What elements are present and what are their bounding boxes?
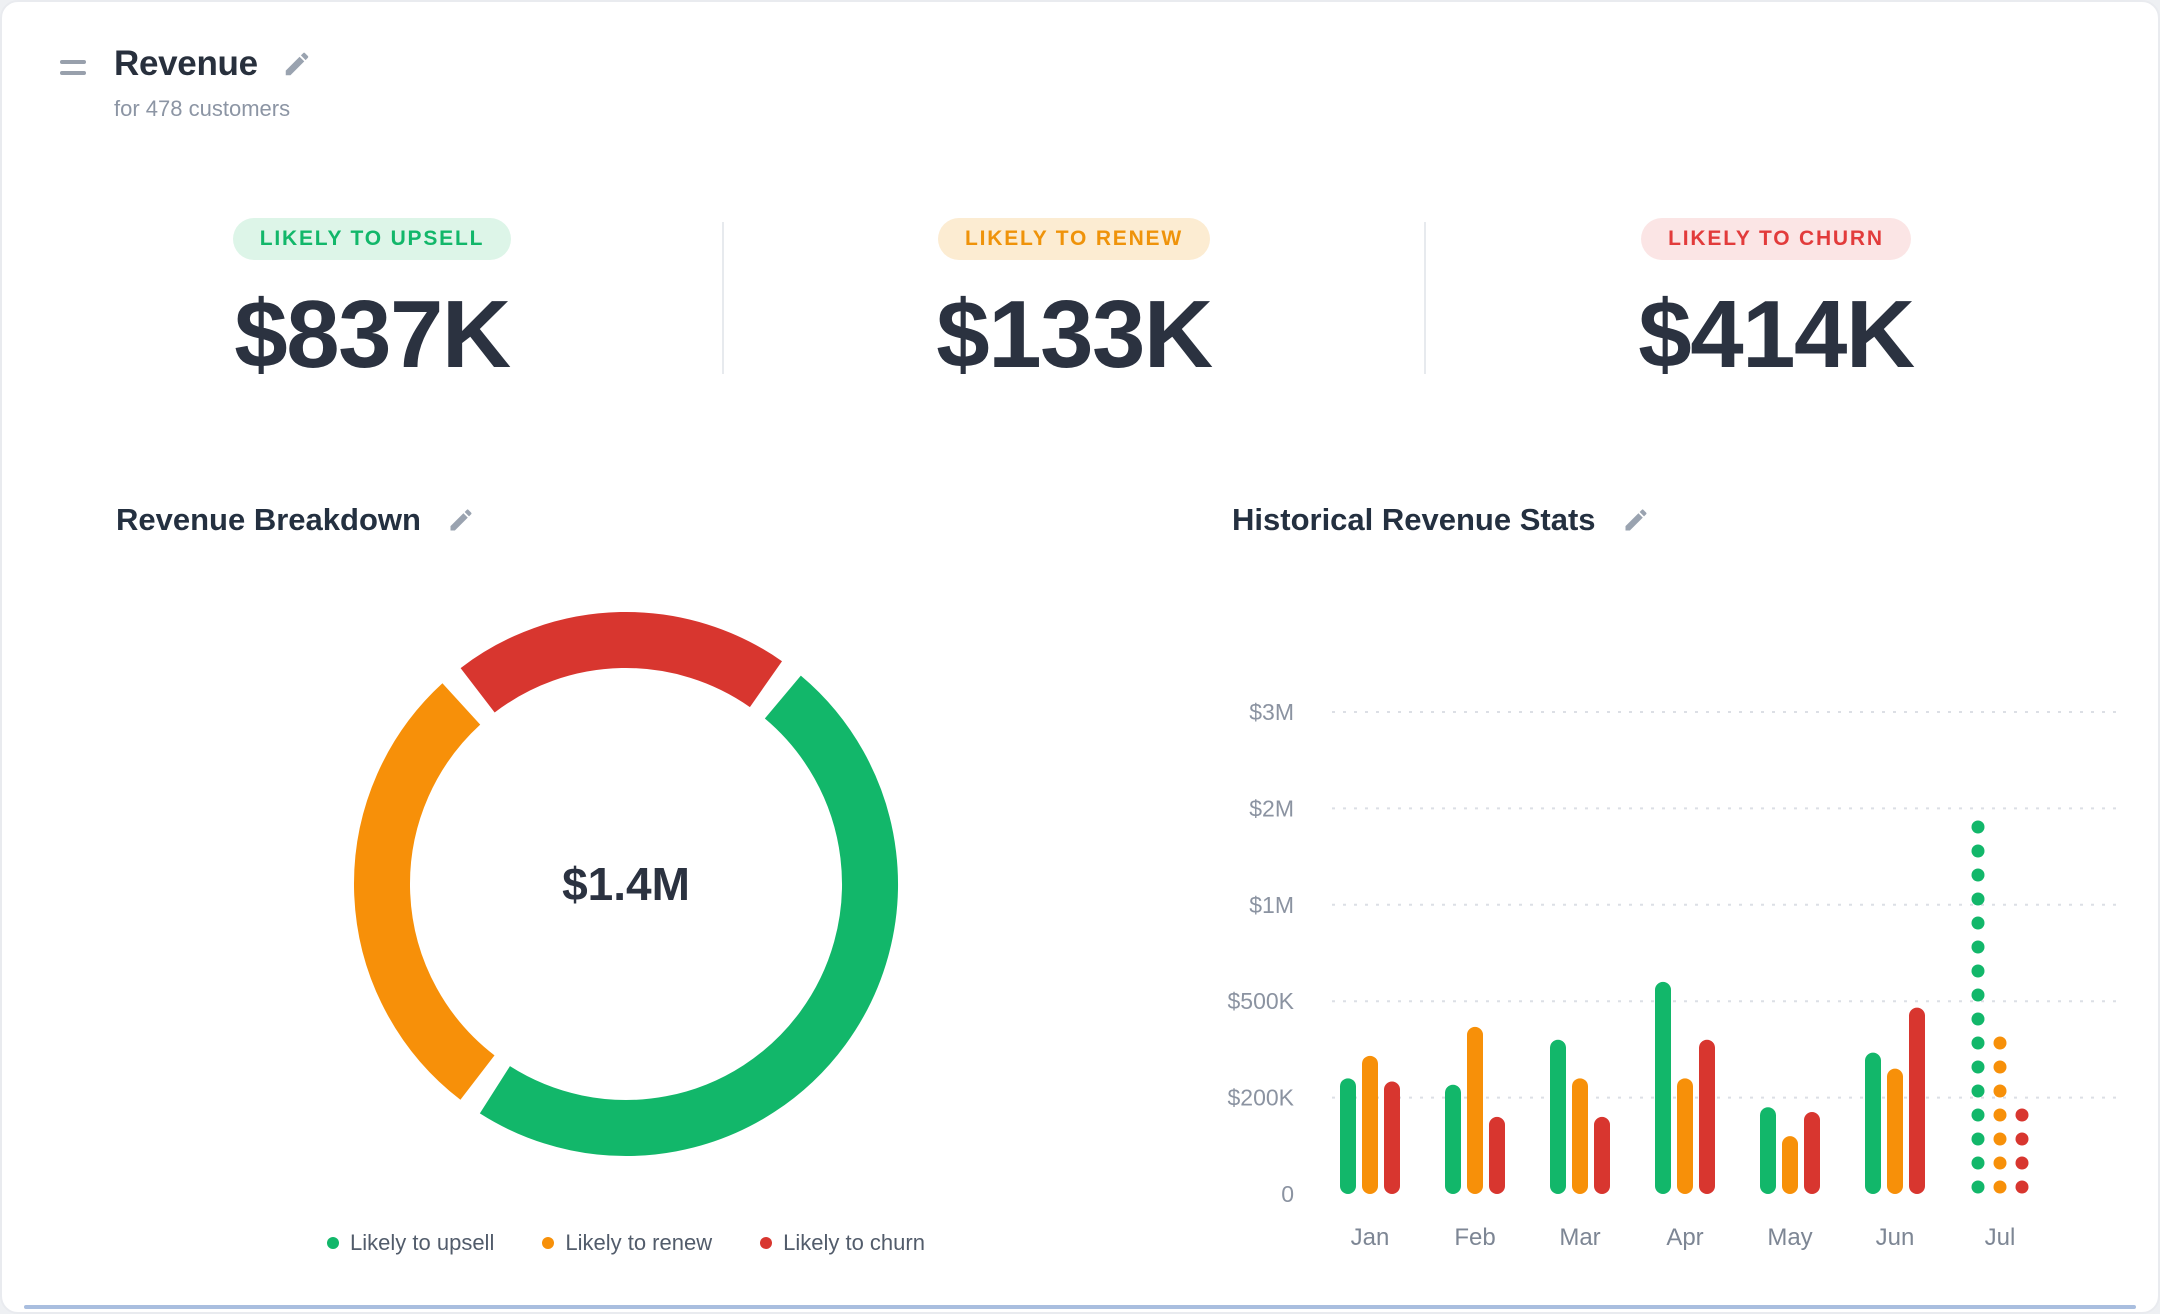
customer-count-subtitle: for 478 customers [114, 96, 291, 121]
svg-text:Jan: Jan [1351, 1224, 1390, 1251]
churn-legend-dot [760, 1237, 773, 1249]
svg-text:$2M: $2M [1249, 795, 1294, 821]
revenue-breakdown-donut-chart[interactable] [346, 604, 906, 1164]
upsell-badge: LIKELY TO UPSELL [232, 218, 512, 260]
churn-value: $414K [1638, 281, 1915, 388]
svg-text:Mar: Mar [1559, 1224, 1600, 1251]
revenue-breakdown-title: Revenue Breakdown [116, 502, 475, 538]
kpi-upsell: LIKELY TO UPSELL $837K [22, 218, 722, 390]
svg-text:Feb: Feb [1454, 1224, 1495, 1251]
svg-text:$500K: $500K [1227, 988, 1294, 1014]
page-title: Revenue [114, 44, 258, 83]
widget-header: Revenue for 478 customers [60, 44, 312, 122]
header-text: Revenue for 478 customers [114, 44, 312, 122]
legend-item-churn[interactable]: Likely to churn [760, 1230, 925, 1256]
renew-value: $133K [936, 281, 1213, 388]
section-heading: Revenue Breakdown [116, 502, 421, 537]
historical-revenue-bar-chart[interactable]: 0 $200K $500K $1M $2M $3M Jan Feb Mar Apr May Jun Ju… [1202, 662, 2132, 1262]
historical-stats-title: Historical Revenue Stats [1232, 502, 1650, 538]
svg-text:$1M: $1M [1249, 892, 1294, 918]
renew-badge: LIKELY TO RENEW [938, 218, 1210, 260]
edit-breakdown-icon[interactable] [447, 506, 475, 534]
upsell-legend-dot [327, 1237, 340, 1249]
edit-history-icon[interactable] [1622, 506, 1650, 534]
kpi-churn: LIKELY TO CHURN $414K [1426, 218, 2126, 390]
legend-item-renew[interactable]: Likely to renew [542, 1230, 712, 1256]
edit-revenue-icon[interactable] [282, 49, 312, 79]
legend-label: Likely to churn [783, 1230, 925, 1255]
kpi-divider [1424, 222, 1426, 374]
svg-text:$3M: $3M [1249, 699, 1294, 725]
kpi-row: LIKELY TO UPSELL $837K LIKELY TO RENEW $… [22, 218, 2126, 390]
svg-text:Jul: Jul [1985, 1224, 2016, 1251]
upsell-value: $837K [234, 281, 511, 388]
churn-badge: LIKELY TO CHURN [1641, 218, 1911, 260]
kpi-divider [722, 222, 724, 374]
legend-item-upsell[interactable]: Likely to upsell [327, 1230, 494, 1256]
kpi-renew: LIKELY TO RENEW $133K [724, 218, 1424, 390]
svg-text:$200K: $200K [1227, 1085, 1294, 1111]
bottom-accent-line [24, 1305, 2136, 1309]
donut-legend: Likely to upsell Likely to renew Likely … [226, 1230, 1026, 1256]
renew-legend-dot [542, 1237, 555, 1249]
svg-text:Jun: Jun [1876, 1224, 1915, 1251]
drag-handle-icon[interactable] [60, 60, 86, 75]
section-heading: Historical Revenue Stats [1232, 502, 1596, 537]
svg-text:May: May [1767, 1224, 1812, 1251]
legend-label: Likely to upsell [350, 1230, 495, 1255]
legend-label: Likely to renew [565, 1230, 713, 1255]
svg-text:Apr: Apr [1666, 1224, 1703, 1251]
svg-text:0: 0 [1281, 1181, 1294, 1207]
